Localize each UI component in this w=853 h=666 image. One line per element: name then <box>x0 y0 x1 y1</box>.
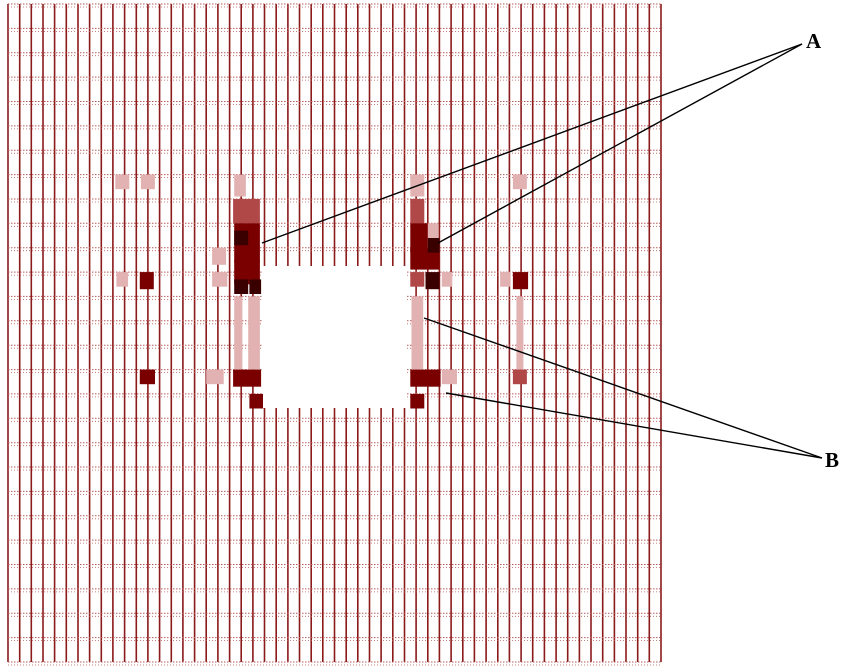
highlighted-cell-dark <box>410 369 441 387</box>
highlighted-cell-light <box>516 296 524 370</box>
highlighted-cell-light <box>427 223 439 248</box>
highlighted-cell-light <box>212 272 228 287</box>
highlighted-cell-darkest <box>425 272 440 290</box>
highlighted-cell-light <box>500 272 511 287</box>
highlighted-cell-dark <box>410 247 440 270</box>
highlighted-cell-mid <box>410 272 425 287</box>
label-a: A <box>806 29 822 53</box>
highlighted-cell-light <box>248 296 260 370</box>
highlighted-cell-light <box>140 174 155 190</box>
leader-line-b-2 <box>445 392 823 459</box>
highlighted-cell-dark <box>139 369 155 385</box>
highlighted-cell-mid <box>512 369 527 385</box>
opening-cutout <box>263 266 407 408</box>
leader-line-a-2 <box>437 43 803 244</box>
highlighted-cell-dark <box>233 369 262 387</box>
highlighted-cell-mid <box>233 199 260 224</box>
highlighted-cell-light <box>441 272 453 287</box>
highlighted-cell-light <box>116 272 129 287</box>
highlighted-cell-darkest <box>234 230 249 246</box>
highlighted-cell-darkest <box>249 279 262 294</box>
leader-line-a-1 <box>261 43 803 244</box>
highlighted-cell-darkest <box>234 279 249 294</box>
highlighted-cell-mid <box>410 199 425 224</box>
leader-line-b-1 <box>423 317 823 459</box>
highlighted-cell-darkest <box>427 238 440 253</box>
highlighted-cell-light <box>234 296 243 370</box>
highlighted-cell-dark <box>249 393 264 409</box>
highlighted-cell-dark <box>139 272 154 290</box>
highlighted-cell-light <box>234 174 246 197</box>
label-b: B <box>825 448 839 472</box>
callout-b: B <box>423 317 839 472</box>
highlighted-cell-light <box>206 369 224 385</box>
highlighted-cell-light <box>411 296 424 370</box>
highlighted-cell-light <box>212 247 227 265</box>
highlighted-cell-dark <box>410 223 428 253</box>
highlighted-cell-dark <box>512 272 529 290</box>
highlighted-cell-light <box>115 174 130 190</box>
mesh-grid <box>7 3 662 666</box>
callout-a: A <box>261 29 822 244</box>
highlighted-cell-dark <box>410 393 425 409</box>
highlighted-cell-light <box>512 174 527 190</box>
highlighted-cell-light <box>441 369 457 385</box>
highlighted-cells <box>115 174 529 409</box>
